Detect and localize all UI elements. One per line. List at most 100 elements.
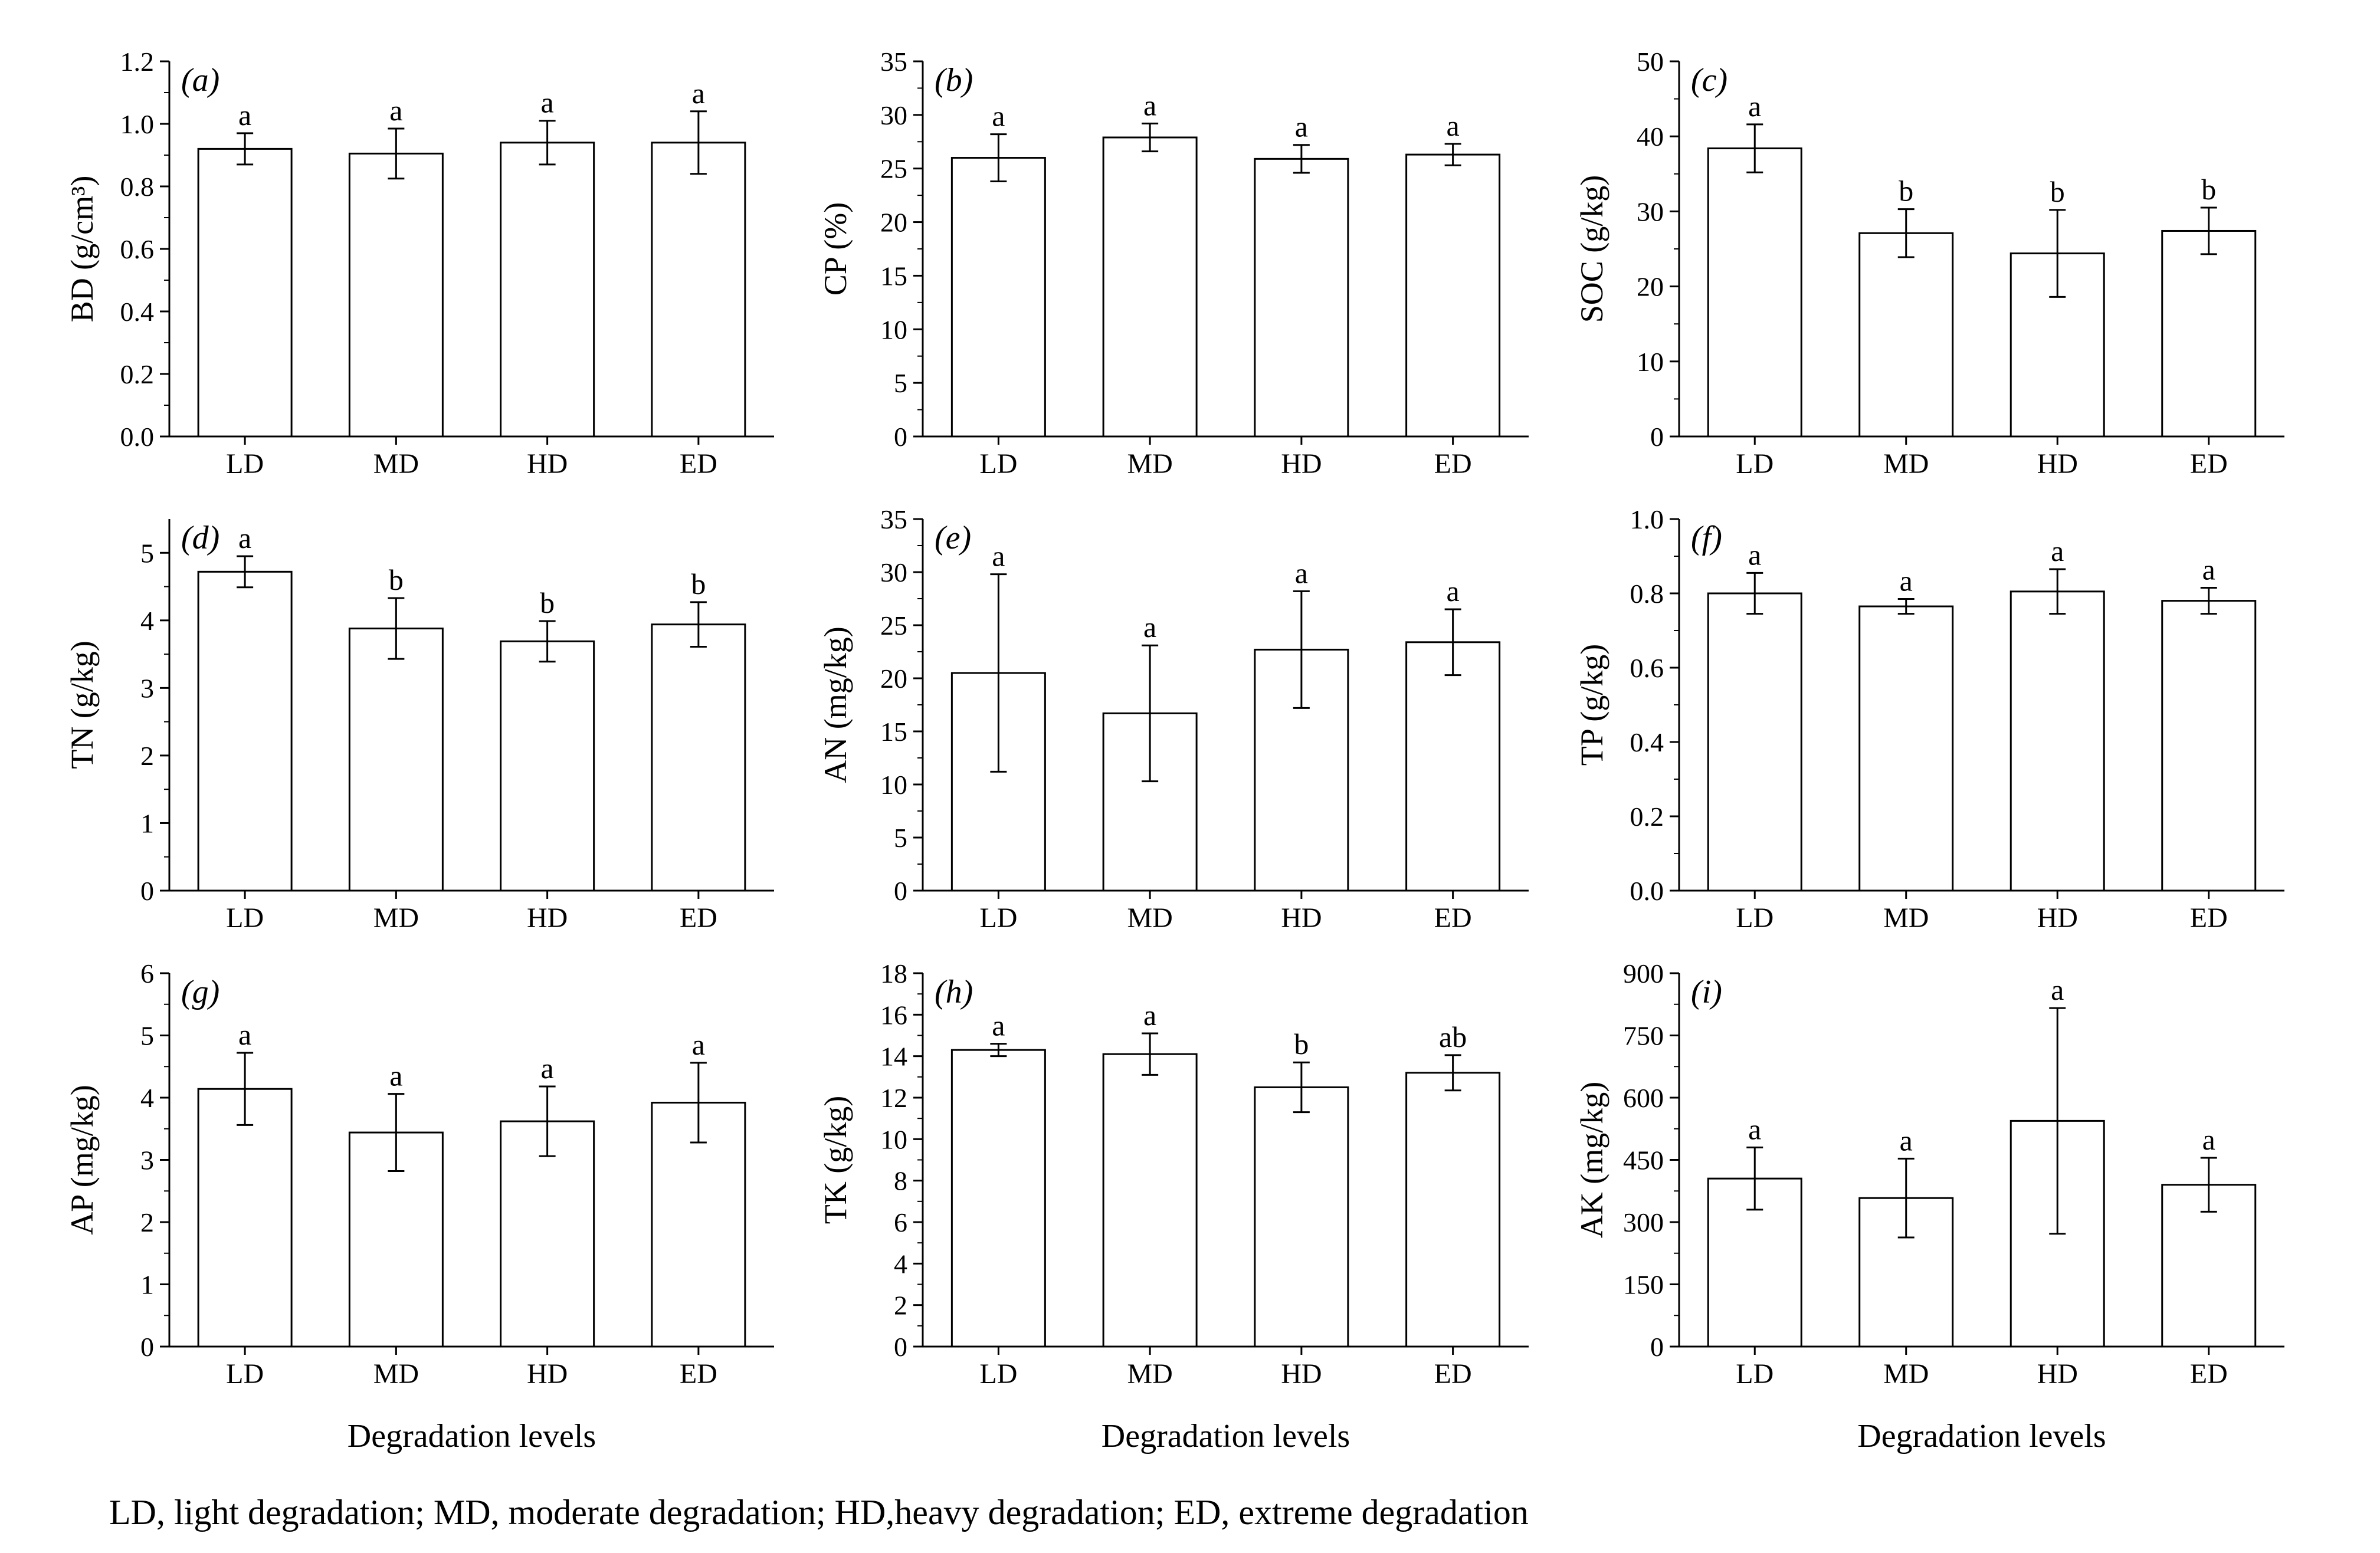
y-tick-label: 0.2 bbox=[120, 359, 155, 389]
y-tick-label: 35 bbox=[880, 47, 907, 77]
y-tick-label: 2 bbox=[894, 1291, 907, 1321]
x-tick-label: LD bbox=[226, 1358, 264, 1390]
bar bbox=[950, 1049, 1046, 1348]
significance-label: a bbox=[692, 77, 705, 110]
y-tick-label: 18 bbox=[880, 958, 907, 989]
x-tick-label: HD bbox=[2037, 1358, 2078, 1390]
panel-label: (h) bbox=[935, 974, 973, 1010]
y-tick-label: 10 bbox=[880, 770, 907, 800]
panel-label: (c) bbox=[1691, 62, 1727, 99]
significance-label: a bbox=[2202, 1123, 2215, 1156]
y-tick-label: 10 bbox=[880, 314, 907, 344]
x-tick-label: MD bbox=[1883, 902, 1929, 934]
bar bbox=[651, 142, 746, 438]
bar bbox=[348, 152, 444, 438]
x-tick-label: ED bbox=[1434, 448, 1472, 480]
significance-label: a bbox=[2202, 553, 2215, 586]
y-axis-title: TN (g/kg) bbox=[64, 641, 100, 769]
significance-label: a bbox=[992, 1009, 1005, 1042]
significance-label: a bbox=[992, 540, 1005, 573]
significance-label: a bbox=[992, 100, 1005, 133]
y-tick-label: 0 bbox=[140, 876, 154, 906]
panel-b: 0 5 10 15 20 25 30 35 a LD a MD a HD a ED (b) CP (%) bbox=[818, 47, 1529, 480]
y-tick-label: 50 bbox=[1637, 47, 1664, 77]
significance-label: b bbox=[540, 586, 555, 619]
significance-label: b bbox=[2050, 175, 2065, 208]
bar bbox=[651, 623, 746, 892]
y-tick-label: 10 bbox=[1637, 347, 1664, 377]
y-tick-label: 30 bbox=[880, 100, 907, 130]
y-tick-label: 5 bbox=[140, 538, 154, 568]
x-tick-label: MD bbox=[373, 1358, 419, 1390]
panel-h: 0 2 4 6 8 10 12 14 16 18 a LD a MD b HD ab ED (h) TK (g/kg)… bbox=[818, 958, 1529, 1454]
y-tick-label: 40 bbox=[1637, 122, 1664, 152]
y-axis-title: AP (mg/kg) bbox=[64, 1085, 100, 1235]
y-tick-label: 1 bbox=[140, 808, 154, 838]
y-tick-label: 20 bbox=[880, 208, 907, 238]
significance-label: a bbox=[541, 1052, 554, 1085]
x-tick-label: MD bbox=[1127, 448, 1172, 480]
significance-label: a bbox=[389, 1059, 402, 1092]
x-tick-label: ED bbox=[1434, 1358, 1472, 1390]
bar bbox=[1707, 147, 1802, 438]
y-tick-label: 3 bbox=[140, 1145, 154, 1176]
bar bbox=[500, 640, 595, 892]
significance-label: a bbox=[1143, 610, 1156, 643]
y-axis-title: CP (%) bbox=[818, 202, 853, 296]
x-axis-title: Degradation levels bbox=[348, 1418, 596, 1454]
significance-label: a bbox=[541, 86, 554, 119]
figure-caption: LD, light degradation; MD, moderate degr… bbox=[109, 1493, 1529, 1532]
bar bbox=[1254, 157, 1349, 438]
x-tick-label: HD bbox=[1281, 1358, 1322, 1390]
y-tick-label: 20 bbox=[880, 664, 907, 694]
x-tick-label: LD bbox=[1736, 448, 1773, 480]
y-tick-label: 0.6 bbox=[1630, 653, 1664, 683]
y-tick-label: 150 bbox=[1623, 1270, 1664, 1300]
x-tick-label: MD bbox=[373, 902, 419, 934]
significance-label: a bbox=[1295, 556, 1308, 589]
bar bbox=[500, 142, 595, 438]
y-tick-label: 0 bbox=[894, 422, 907, 452]
panel-label: (i) bbox=[1691, 974, 1722, 1010]
y-tick-label: 3 bbox=[140, 673, 154, 703]
y-tick-label: 0 bbox=[894, 1332, 907, 1362]
significance-label: a bbox=[1748, 1112, 1761, 1145]
y-tick-label: 25 bbox=[880, 154, 907, 184]
x-tick-label: ED bbox=[680, 1358, 717, 1390]
significance-label: a bbox=[1143, 999, 1156, 1032]
y-tick-label: 2 bbox=[140, 1207, 154, 1237]
significance-label: a bbox=[692, 1028, 705, 1061]
y-tick-label: 1.0 bbox=[120, 109, 155, 139]
x-tick-label: HD bbox=[527, 902, 568, 934]
x-tick-label: MD bbox=[1127, 1358, 1172, 1390]
bar bbox=[950, 157, 1046, 438]
y-tick-label: 25 bbox=[880, 610, 907, 641]
x-tick-label: ED bbox=[1434, 902, 1472, 934]
y-axis-title: AN (mg/kg) bbox=[818, 626, 853, 783]
panel-f: 0.0 0.2 0.4 0.6 0.8 1.0 a LD a MD a HD a ED (f) TP (g/k… bbox=[1574, 504, 2284, 934]
panel-label: (d) bbox=[181, 520, 219, 556]
y-tick-label: 5 bbox=[894, 823, 907, 853]
y-tick-label: 14 bbox=[880, 1042, 907, 1072]
bar bbox=[1858, 605, 1954, 892]
significance-label: a bbox=[1143, 88, 1156, 122]
bar bbox=[348, 628, 444, 892]
significance-label: b bbox=[389, 563, 404, 596]
panel-e: 0 5 10 15 20 25 30 35 a LD a MD a HD a ED (e) AN (mg/kg) bbox=[818, 504, 1529, 934]
significance-label: a bbox=[238, 1018, 251, 1051]
significance-label: a bbox=[389, 94, 402, 127]
y-tick-label: 0.0 bbox=[120, 422, 155, 452]
y-tick-label: 35 bbox=[880, 504, 907, 534]
significance-label: b bbox=[691, 567, 706, 600]
x-tick-label: LD bbox=[226, 902, 264, 934]
significance-label: a bbox=[238, 99, 251, 132]
bar bbox=[197, 1088, 293, 1348]
y-axis-title: SOC (g/kg) bbox=[1574, 175, 1609, 323]
x-tick-label: LD bbox=[979, 448, 1017, 480]
significance-label: a bbox=[1447, 109, 1460, 142]
x-axis-title: Degradation levels bbox=[1102, 1418, 1350, 1454]
y-axis-title: BD (g/cm³) bbox=[64, 176, 100, 323]
bar bbox=[2009, 590, 2105, 892]
bar bbox=[197, 570, 293, 892]
y-tick-label: 20 bbox=[1637, 272, 1664, 302]
